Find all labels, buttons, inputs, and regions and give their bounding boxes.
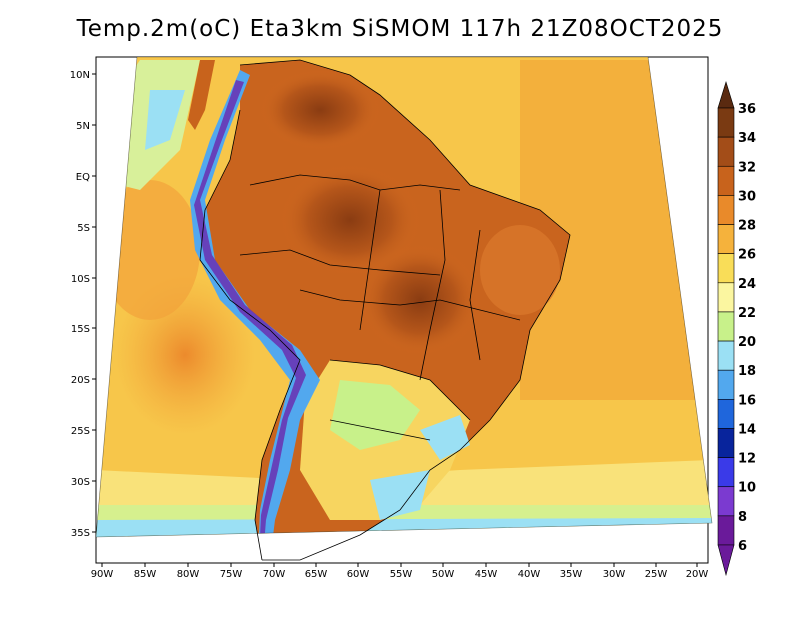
lon-tick: 25W [645, 563, 668, 580]
lon-tick: 90W [91, 563, 114, 580]
lat-tick: 30S [71, 477, 96, 488]
map-title: Temp.2m(oC) Eta3km SiSMOM 117h 21Z08OCT2… [76, 16, 724, 42]
colorbar-segment [717, 136, 735, 167]
colorbar-segment [717, 282, 735, 313]
colorbar-label: 6 [738, 539, 747, 554]
lat-label: 15S [71, 324, 90, 335]
colorbar-segment [717, 253, 735, 284]
colorbar-arrow-top [717, 80, 735, 109]
lon-tick: 60W [347, 563, 370, 580]
lon-axis: 90W 85W 80W 75W 70W 65W 60W 55W 50W 45W … [91, 563, 709, 580]
colorbar-label: 36 [738, 102, 756, 117]
lat-label: 10S [71, 274, 90, 285]
lon-label: 80W [177, 569, 200, 580]
lat-label: 35S [71, 528, 90, 539]
lon-tick: 30W [603, 563, 626, 580]
lon-label: 70W [263, 569, 286, 580]
colorbar-segment [717, 340, 735, 371]
lat-tick: 10S [71, 274, 96, 285]
lat-label: 25S [71, 426, 90, 437]
lon-label: 25W [645, 569, 668, 580]
lat-tick: 5N [76, 121, 96, 132]
lon-label: 30W [603, 569, 626, 580]
lon-label: 55W [390, 569, 413, 580]
colorbar-label: 16 [738, 393, 756, 408]
lon-tick: 50W [432, 563, 455, 580]
lon-label: 90W [91, 569, 114, 580]
lat-tick: EQ [76, 172, 96, 183]
colorbar-label: 24 [738, 277, 756, 292]
lat-tick: 35S [71, 528, 96, 539]
lon-tick: 35W [560, 563, 583, 580]
colorbar-segment [717, 165, 735, 196]
lat-tick: 15S [71, 324, 96, 335]
temperature-field [96, 57, 712, 537]
colorbar-segment [717, 457, 735, 488]
colorbar-segment [717, 515, 735, 546]
colorbar-label: 34 [738, 131, 756, 146]
colorbar-label: 12 [738, 452, 756, 467]
lat-axis: 10N 5N EQ 5S 10S 15S 20S 25S 30S 35S [70, 70, 96, 539]
lat-label: 5N [76, 121, 90, 132]
colorbar-segment [717, 369, 735, 400]
colorbar-label: 14 [738, 422, 756, 437]
lat-tick: 20S [71, 375, 96, 386]
colorbar-segment [717, 486, 735, 517]
colorbar-segment [717, 399, 735, 429]
political-boundaries [199, 59, 571, 561]
colorbar-label: 10 [738, 481, 756, 496]
colorbar-label: 26 [738, 248, 756, 263]
lon-tick: 70W [263, 563, 286, 580]
colorbar-label: 22 [738, 306, 756, 321]
colorbar-segment [717, 195, 735, 225]
colorbar-segment [717, 428, 735, 458]
lon-tick: 65W [305, 563, 328, 580]
lat-tick: 25S [71, 426, 96, 437]
lon-label: 45W [475, 569, 498, 580]
colorbar: 36 34 32 30 28 26 24 22 20 18 16 14 12 10 8 6 [717, 80, 756, 577]
domain-outline [95, 56, 713, 538]
lon-tick: 45W [475, 563, 498, 580]
colorbar-segment [717, 107, 735, 138]
lat-label: EQ [76, 172, 90, 183]
colorbar-arrow-bottom [717, 544, 735, 577]
colorbar-label: 28 [738, 219, 756, 234]
lon-label: 50W [432, 569, 455, 580]
colorbar-label: 18 [738, 364, 756, 379]
colorbar-label: 32 [738, 160, 756, 175]
lon-label: 35W [560, 569, 583, 580]
lon-tick: 80W [177, 563, 200, 580]
lon-tick: 85W [134, 563, 157, 580]
lon-tick: 55W [390, 563, 413, 580]
lat-label: 30S [71, 477, 90, 488]
colorbar-label: 30 [738, 189, 756, 204]
lat-label: 20S [71, 375, 90, 386]
lon-label: 60W [347, 569, 370, 580]
lon-label: 65W [305, 569, 328, 580]
lat-label: 10N [70, 70, 90, 81]
lat-label: 5S [77, 223, 90, 234]
colorbar-segment [717, 311, 735, 342]
lon-label: 40W [518, 569, 541, 580]
lon-tick: 40W [518, 563, 541, 580]
colorbar-segment [717, 224, 735, 254]
colorbar-label: 20 [738, 335, 756, 350]
colorbar-label: 8 [738, 510, 747, 525]
lon-label: 20W [686, 569, 709, 580]
lat-tick: 5S [77, 223, 96, 234]
lon-label: 75W [220, 569, 243, 580]
lon-tick: 20W [686, 563, 709, 580]
lat-tick: 10N [70, 70, 96, 81]
lon-label: 85W [134, 569, 157, 580]
lon-tick: 75W [220, 563, 243, 580]
